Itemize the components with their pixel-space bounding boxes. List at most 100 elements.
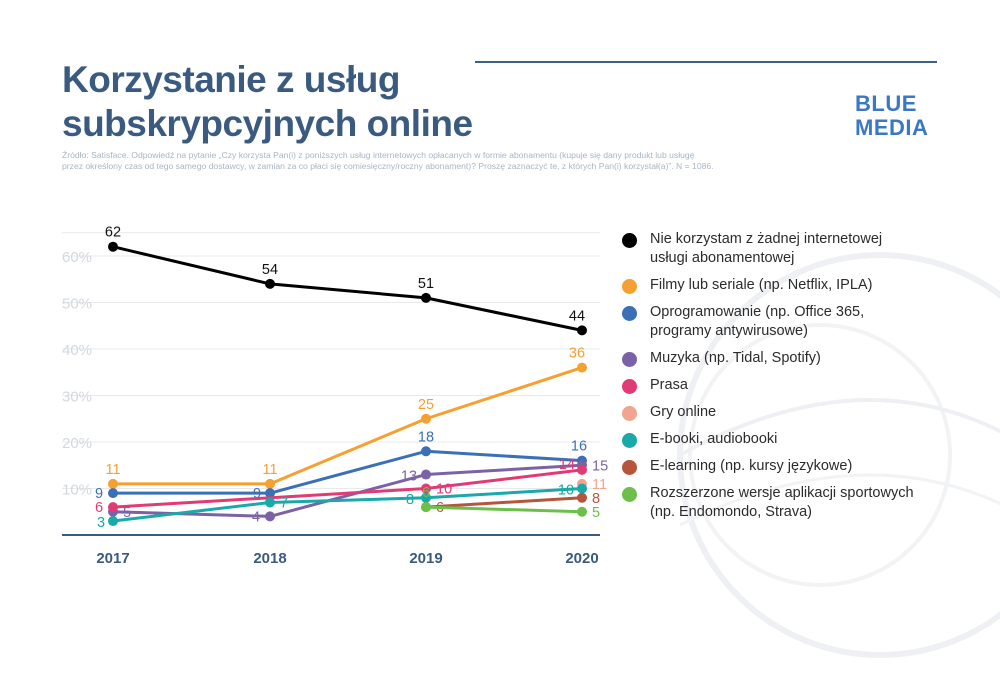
data-point <box>265 478 275 489</box>
line-chart: 10%20%30%40%50%60%2017 2018 2019 2020625451… <box>62 225 608 567</box>
legend-label: programy antywirusowe) <box>650 323 808 339</box>
legend-label: E-booki, audiobooki <box>650 431 778 447</box>
legend-marker <box>622 460 637 475</box>
data-point <box>108 516 118 527</box>
data-label: 5 <box>123 505 131 521</box>
legend-label: Muzyka (np. Tidal, Spotify) <box>650 350 821 366</box>
data-label: 11 <box>262 462 277 478</box>
legend-label: E-learning (np. kursy językowe) <box>650 458 853 474</box>
data-point <box>577 362 587 373</box>
title-line-1: Korzystanie z usług <box>62 59 400 100</box>
data-label: 6 <box>422 485 430 501</box>
series-line <box>425 505 583 514</box>
x-tick-label: 2018 <box>253 550 286 567</box>
page-title: Korzystanie z usług subskrypcyjnych onli… <box>62 58 542 146</box>
legend-item: Oprogramowanie (np. Office 365, programy … <box>622 303 982 341</box>
legend-marker <box>622 306 637 321</box>
data-label: 15 <box>592 458 608 474</box>
legend-marker <box>622 487 637 502</box>
data-label: 25 <box>418 397 434 413</box>
legend-marker <box>622 433 637 448</box>
data-label: 62 <box>105 225 121 241</box>
data-point <box>265 497 275 508</box>
y-tick-label: 40% <box>62 342 92 359</box>
y-tick-label: 50% <box>62 296 92 313</box>
legend-label: Nie korzystam z żadnej internetowej <box>650 231 883 247</box>
data-point <box>577 325 587 336</box>
source-note: Źródło: Satisface. Odpowiedź na pytanie … <box>62 150 822 172</box>
data-label: 5 <box>592 505 600 521</box>
legend-marker <box>622 406 637 421</box>
data-label: 3 <box>97 515 105 531</box>
series-line <box>112 487 583 523</box>
legend-item: Gry online <box>622 403 982 422</box>
data-point <box>577 464 587 475</box>
legend-item: E-booki, audiobooki <box>622 430 982 449</box>
data-point <box>577 483 587 494</box>
legend-label: Rozszerzone wersje aplikacji sportowych <box>650 485 914 501</box>
brand-logo: BLUE MEDIA <box>855 92 928 140</box>
data-label: 4 <box>252 509 260 525</box>
legend-marker <box>622 279 637 294</box>
data-label: 36 <box>569 346 585 362</box>
data-label: 54 <box>262 262 278 278</box>
data-point <box>577 506 587 517</box>
data-point <box>265 511 275 522</box>
data-point <box>421 502 431 513</box>
x-tick-label: 2017 <box>96 550 129 567</box>
data-label: 51 <box>418 276 434 292</box>
x-tick-label: 2019 <box>409 550 442 567</box>
legend-item: Filmy lub seriale (np. Netflix, IPLA) <box>622 276 982 295</box>
legend-item: Nie korzystam z żadnej internetowej usług… <box>622 230 982 268</box>
data-point <box>421 492 431 503</box>
data-point <box>108 478 118 489</box>
data-label: 18 <box>418 429 434 445</box>
data-label: 8 <box>406 492 414 508</box>
data-point <box>421 292 431 303</box>
data-label: 16 <box>571 439 587 455</box>
legend-label: (np. Endomondo, Strava) <box>650 504 813 520</box>
data-label: 13 <box>401 469 417 485</box>
header-rule <box>475 61 937 63</box>
source-line-1: Źródło: Satisface. Odpowiedź na pytanie … <box>62 150 695 160</box>
legend-label: Oprogramowanie (np. Office 365, <box>650 304 865 320</box>
data-point <box>421 483 431 494</box>
legend-label: usługi abonamentowej <box>650 250 795 266</box>
x-tick-label: 2020 <box>565 550 598 567</box>
legend-label: Prasa <box>650 377 688 393</box>
legend-item: Rozszerzone wersje aplikacji sportowych (… <box>622 484 982 522</box>
legend-marker <box>622 352 637 367</box>
data-point <box>421 413 431 424</box>
series-line <box>113 366 583 486</box>
data-label: 14 <box>559 457 575 473</box>
legend-label: Gry online <box>650 404 717 420</box>
series-line <box>425 496 583 509</box>
data-point <box>421 469 431 480</box>
data-label: 11 <box>592 477 607 493</box>
legend-item: Muzyka (np. Tidal, Spotify) <box>622 349 982 368</box>
data-point <box>108 488 118 499</box>
series-line <box>113 449 583 495</box>
y-tick-label: 60% <box>62 249 92 266</box>
y-tick-label: 30% <box>62 389 92 406</box>
y-tick-label: 20% <box>62 435 92 452</box>
data-label: 11 <box>105 462 120 478</box>
brand-line-2: MEDIA <box>855 115 929 140</box>
data-point <box>108 502 118 513</box>
data-point <box>421 446 431 457</box>
legend-marker <box>622 379 637 394</box>
data-label: 10 <box>436 482 452 498</box>
data-label: 10 <box>558 483 574 499</box>
data-label: 8 <box>592 491 600 507</box>
data-label: 44 <box>569 308 585 324</box>
data-label: 9 <box>253 486 261 502</box>
title-line-2: subskrypcyjnych online <box>62 103 473 144</box>
data-label: 7 <box>280 495 288 511</box>
data-point <box>108 241 118 252</box>
chart-legend: Nie korzystam z żadnej internetowej usług… <box>622 230 982 530</box>
data-point <box>577 492 587 503</box>
legend-marker <box>622 233 637 248</box>
brand-line-1: BLUE <box>855 91 917 116</box>
legend-item: E-learning (np. kursy językowe) <box>622 457 982 476</box>
series-line <box>112 245 583 332</box>
